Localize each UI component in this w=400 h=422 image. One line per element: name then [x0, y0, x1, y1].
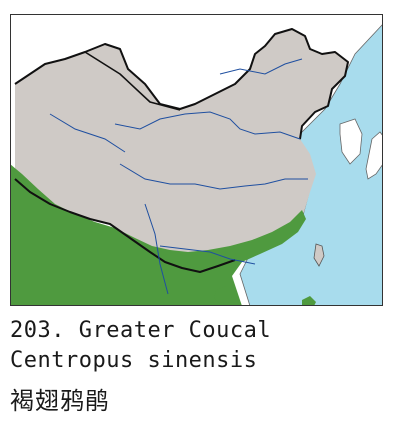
western-river — [49, 113, 126, 153]
mongolia-border — [84, 51, 181, 111]
range-map-svg — [10, 14, 383, 306]
range-map — [10, 14, 383, 306]
japan — [365, 131, 383, 180]
range-hainan — [214, 286, 234, 304]
taiwan — [313, 243, 325, 267]
china-border-south — [14, 178, 236, 273]
range-mainland — [10, 164, 306, 306]
china-territory — [15, 29, 348, 272]
pearl-river — [159, 245, 256, 265]
southwest-river — [144, 203, 169, 295]
species-chinese-name: 褐翅鸦鹃 — [10, 387, 110, 415]
species-title: 203. Greater Coucal — [10, 318, 272, 343]
yellow-river — [114, 111, 301, 140]
species-latin-name: Centropus sinensis — [10, 348, 258, 373]
korean-peninsula — [339, 118, 363, 165]
china-border — [14, 28, 349, 140]
range-southeast-island — [302, 296, 316, 306]
map-frame — [10, 14, 383, 306]
yangtze-river — [119, 163, 308, 190]
northern-river — [219, 58, 303, 75]
